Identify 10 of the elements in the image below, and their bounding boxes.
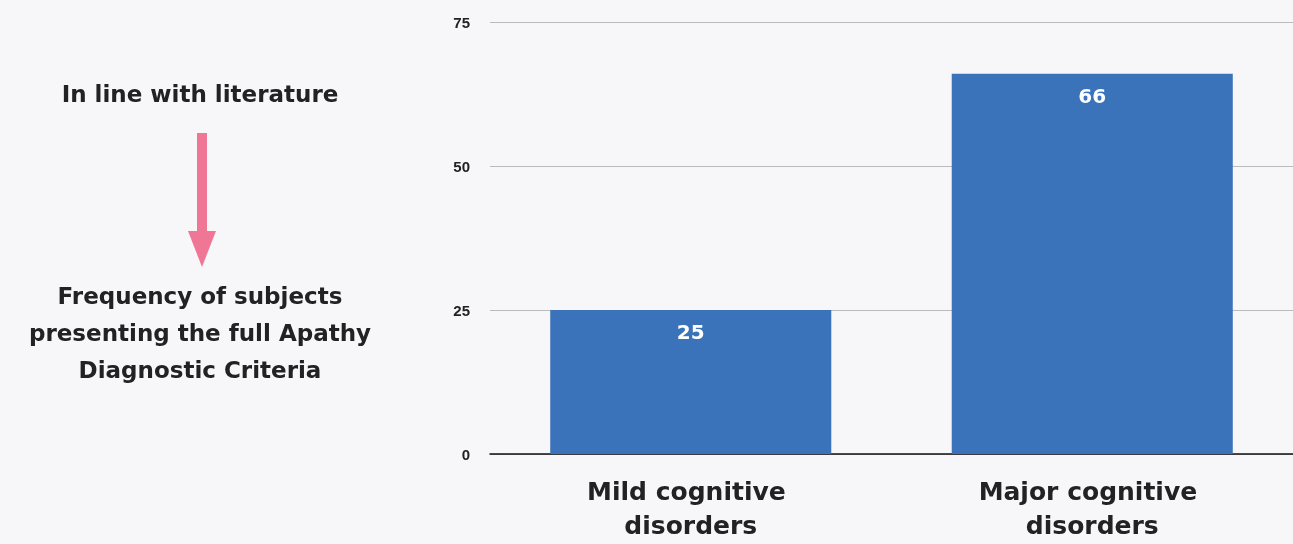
y-tick-label: 75 (453, 13, 470, 31)
data-label: 66 (1078, 83, 1107, 108)
y-tick-label: 0 (461, 445, 470, 463)
text: In line with literature (60, 80, 340, 109)
x-tick-label: Mild cognitive disorders (587, 476, 795, 540)
y-tick-label: 50 (453, 157, 470, 175)
data-label: 25 (676, 320, 705, 344)
text: Frequency of subjects presenting the full Apathy Diagnostic Criteria (27, 282, 373, 385)
y-tick-label: 25 (453, 301, 470, 319)
x-tick-label: Major cognitive disorders (978, 476, 1206, 540)
